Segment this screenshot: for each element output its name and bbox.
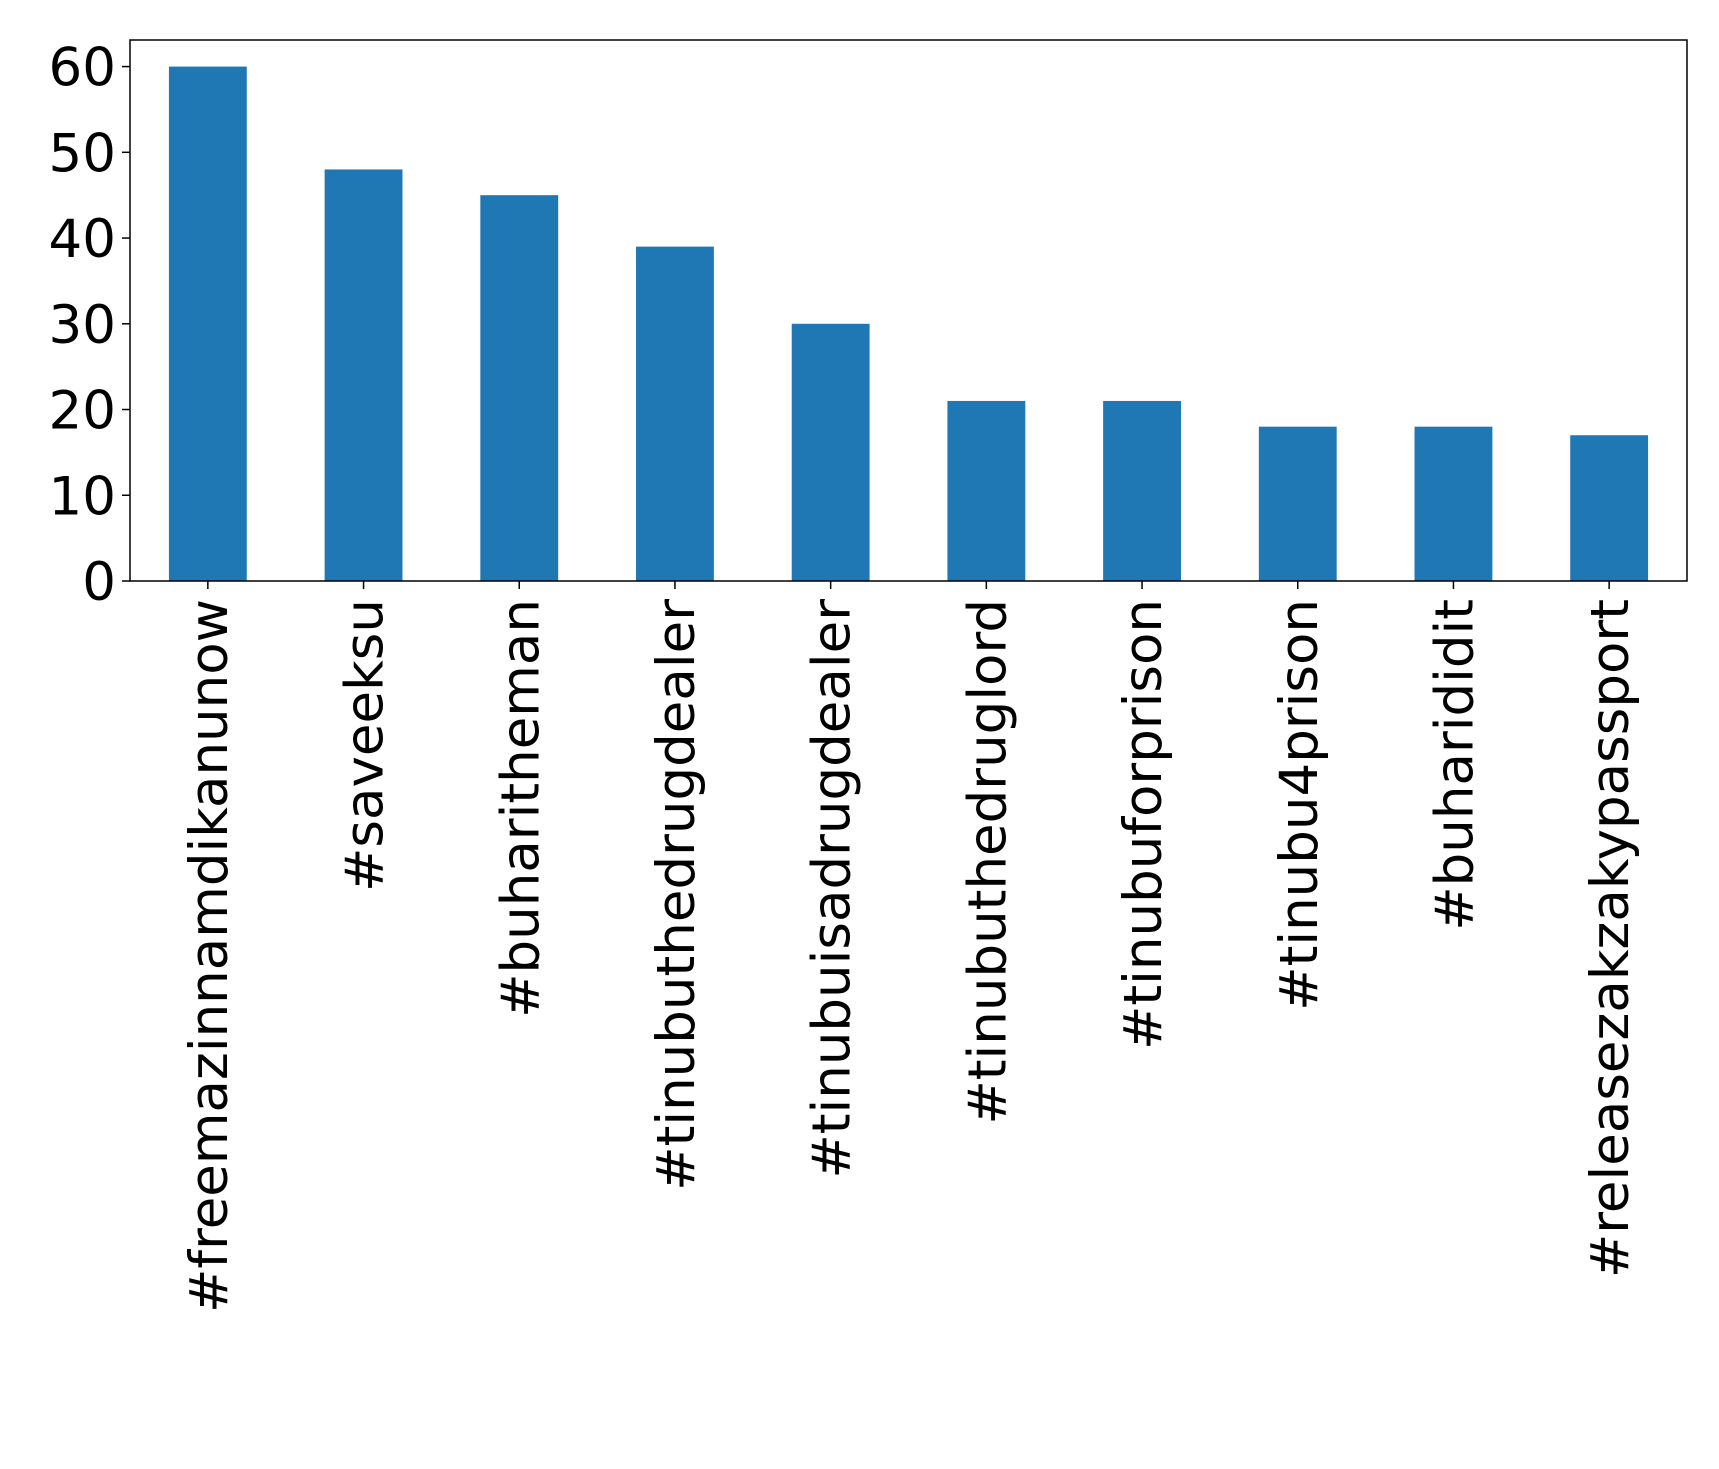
y-tick-label: 0 bbox=[82, 552, 116, 613]
x-tick-label: #buharididit bbox=[1424, 599, 1485, 931]
x-tick-label: #tinubuforprison bbox=[1113, 599, 1174, 1050]
bar bbox=[1414, 426, 1493, 581]
plot-frame bbox=[129, 39, 1688, 582]
y-tick-label: 30 bbox=[49, 295, 116, 356]
x-tick-label: #tinubu4prison bbox=[1269, 599, 1330, 1011]
x-tick-label: #saveeksu bbox=[335, 599, 396, 892]
bar bbox=[1258, 426, 1337, 581]
x-tick-label: #releasezakzakypassport bbox=[1580, 599, 1641, 1278]
y-tick-label: 60 bbox=[49, 38, 116, 99]
y-tick-label: 40 bbox=[49, 209, 116, 270]
bar bbox=[636, 246, 714, 582]
x-tick-label: #tinubuisadrugdealer bbox=[802, 599, 863, 1179]
x-tick-label: #tinubuthedruglord bbox=[957, 599, 1018, 1125]
bar bbox=[480, 195, 559, 581]
bar bbox=[791, 323, 870, 581]
y-tick-label: 10 bbox=[49, 466, 116, 527]
x-tick-label: #freemazinnamdikanunow bbox=[179, 599, 240, 1313]
bar bbox=[1103, 400, 1181, 581]
bar bbox=[1570, 435, 1649, 581]
y-tick-label: 20 bbox=[49, 381, 116, 442]
bar bbox=[947, 400, 1026, 581]
y-tick-label: 50 bbox=[49, 123, 116, 184]
bar bbox=[168, 66, 247, 582]
x-tick-label: #buharitheman bbox=[490, 599, 551, 1018]
x-tick-label: #tinubuthedrugdealer bbox=[646, 599, 707, 1191]
bar bbox=[324, 169, 403, 581]
